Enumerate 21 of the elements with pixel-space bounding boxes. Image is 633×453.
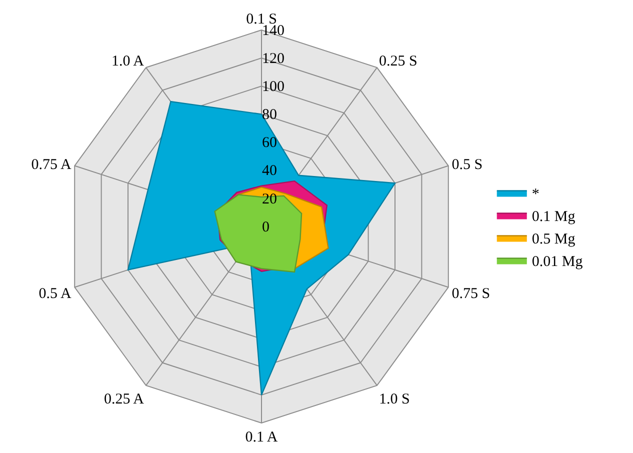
spoke-label: 0.5 S: [452, 156, 483, 173]
spoke-label: 0.25 S: [379, 53, 418, 70]
y-tick-label: 120: [262, 50, 284, 67]
y-tick-label: 80: [262, 107, 277, 124]
spoke-label: 0.25 A: [104, 392, 144, 408]
spoke-label: 0.1 A: [245, 430, 278, 446]
y-tick-label: 60: [262, 135, 277, 152]
y-tick-label: 100: [262, 79, 284, 96]
spoke-label: 1.0 S: [379, 392, 410, 408]
y-tick-label: 40: [262, 163, 277, 180]
y-tick-label: 0: [262, 219, 270, 236]
legend-label: 0.1 Mg: [532, 209, 576, 226]
spoke-label: 0.75 A: [31, 156, 72, 173]
spoke-label: 1.0 A: [111, 53, 144, 70]
legend-label: 0.5 Mg: [532, 232, 576, 248]
legend-label: *: [532, 186, 540, 203]
spoke-label: 0.75 S: [452, 286, 490, 302]
spoke-label: 0.5 A: [38, 286, 72, 302]
y-tick-label: 20: [262, 191, 277, 208]
y-tick-label: 140: [262, 22, 284, 39]
legend-label: 0.01 Mg: [532, 254, 584, 270]
